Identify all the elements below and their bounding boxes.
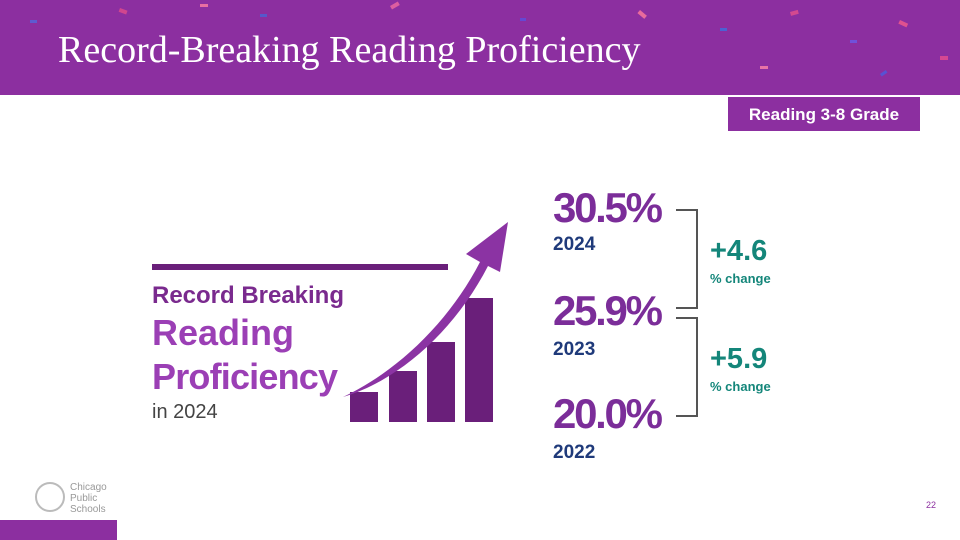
- footer-band: [0, 520, 117, 540]
- stat-year: 2023: [553, 339, 595, 360]
- rule: [152, 264, 448, 270]
- stat-value: 20.0%: [553, 390, 663, 437]
- title: Record-Breaking Reading Proficiency: [58, 29, 640, 71]
- page-number: 22: [926, 500, 936, 510]
- logo-text: Schools: [70, 504, 106, 515]
- change-label: % change: [710, 379, 771, 394]
- headline-2: Reading: [152, 312, 294, 353]
- change-value: +4.6: [710, 235, 767, 267]
- stat-value: 30.5%: [553, 184, 663, 231]
- logo: Chicago Public Schools: [35, 482, 107, 515]
- badge-text: Reading 3-8 Grade: [749, 105, 899, 124]
- badge: [728, 97, 920, 131]
- header-band: [0, 0, 960, 95]
- stat-value: 25.9%: [553, 287, 663, 334]
- logo-text: Chicago: [70, 482, 107, 493]
- change-value: +5.9: [710, 343, 767, 375]
- change-label: % change: [710, 271, 771, 286]
- stat-year: 2024: [553, 234, 596, 255]
- headline-3: Proficiency: [152, 356, 338, 397]
- logo-text: Public: [70, 493, 97, 504]
- stat-year: 2022: [553, 442, 595, 463]
- growth-icon: [343, 222, 508, 422]
- headline-4: in 2024: [152, 401, 218, 423]
- brackets: [676, 209, 698, 417]
- confetti: [30, 1, 948, 77]
- headline-1: Record Breaking: [152, 282, 344, 309]
